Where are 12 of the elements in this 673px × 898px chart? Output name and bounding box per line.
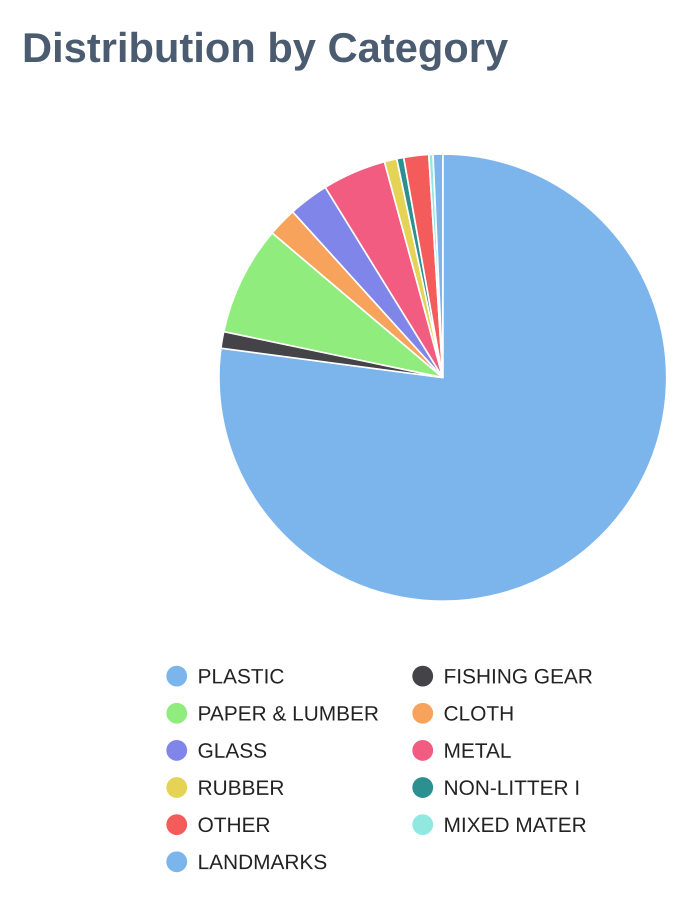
legend-label: FISHING GEAR bbox=[445, 668, 592, 684]
legend-label: MIXED MATER bbox=[445, 818, 586, 832]
legend-label: CLOTH bbox=[444, 706, 512, 721]
legend-label: LANDMARKS bbox=[199, 854, 326, 870]
legend-label: PAPER & LUMBER bbox=[199, 706, 378, 721]
legend-label: OTHER bbox=[198, 817, 270, 832]
legend-label: METAL bbox=[445, 743, 511, 758]
legend-label: PLASTIC bbox=[199, 668, 284, 684]
legend-label: RUBBER bbox=[199, 780, 284, 796]
chart-title: Distribution by Category bbox=[24, 32, 508, 71]
legend-label: NON-LITTER I bbox=[445, 780, 578, 796]
legend-label: GLASS bbox=[198, 743, 266, 758]
